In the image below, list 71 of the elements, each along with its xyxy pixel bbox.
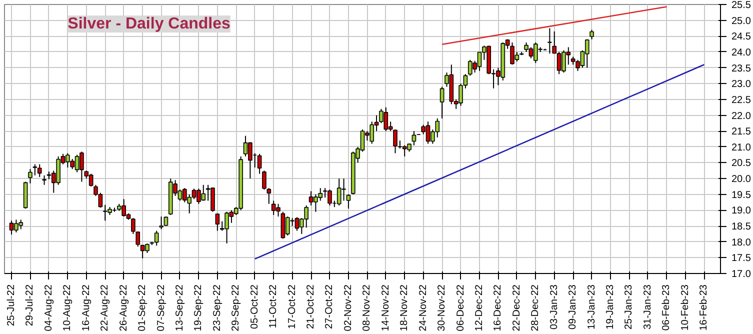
x-tick-label: 25-Jul-22 bbox=[6, 284, 18, 326]
x-tick-label: 05-Oct-22 bbox=[249, 284, 260, 329]
x-tick-label: 21-Oct-22 bbox=[306, 284, 317, 329]
y-tick-label: 23.0 bbox=[732, 79, 752, 90]
x-tick-label: 11-Oct-22 bbox=[268, 284, 280, 328]
y-tick-label: 24.5 bbox=[732, 32, 752, 43]
x-tick-label: 23-Sep-22 bbox=[212, 284, 223, 332]
x-tick-label: 14-Nov-22 bbox=[380, 284, 392, 332]
x-tick-label: 22-Dec-22 bbox=[511, 284, 522, 332]
candlestick bbox=[42, 174, 46, 186]
candlestick bbox=[584, 38, 590, 68]
y-tick-label: 21.0 bbox=[732, 142, 752, 154]
x-tick-label: 01-Sep-22 bbox=[137, 284, 148, 332]
x-tick-label: 02-Nov-22 bbox=[342, 284, 354, 332]
x-tick-label: 19-Jan-23 bbox=[605, 284, 616, 330]
x-tick-label: 06-Dec-22 bbox=[455, 284, 466, 332]
x-tick-label: 27-Oct-22 bbox=[324, 284, 336, 329]
candlestick bbox=[262, 170, 266, 190]
x-tick-label: 29-Jul-22 bbox=[24, 284, 36, 326]
candlestick bbox=[154, 230, 159, 246]
y-tick-label: 25.5 bbox=[732, 0, 752, 11]
y-tick-label: 17.5 bbox=[732, 253, 752, 264]
x-tick-label: 19-Sep-22 bbox=[193, 284, 204, 332]
y-tick-label: 22.0 bbox=[732, 110, 752, 122]
x-tick-label: 04-Aug-22 bbox=[43, 284, 54, 332]
x-tick-label: 25-Jan-23 bbox=[624, 284, 635, 330]
x-tick-label: 30-Nov-22 bbox=[436, 284, 448, 332]
y-tick-label: 21.5 bbox=[732, 126, 752, 138]
y-tick-label: 19.0 bbox=[732, 206, 752, 217]
candlestick bbox=[412, 130, 416, 146]
candlestick bbox=[590, 29, 594, 40]
candlestick bbox=[440, 86, 444, 119]
candlestick bbox=[346, 194, 351, 210]
candlestick bbox=[215, 212, 220, 232]
x-tick-label: 10-Aug-22 bbox=[62, 284, 74, 332]
x-tick-label: 03-Jan-23 bbox=[548, 284, 560, 330]
candlestick bbox=[37, 164, 42, 178]
x-tick-label: 07-Sep-22 bbox=[156, 284, 167, 332]
y-tick-label: 18.0 bbox=[732, 237, 752, 248]
y-tick-label: 24.0 bbox=[732, 47, 752, 58]
x-tick-label: 13-Jan-23 bbox=[586, 284, 598, 330]
x-tick-label: 06-Feb-23 bbox=[661, 284, 672, 331]
y-tick-label: 20.0 bbox=[732, 174, 752, 186]
x-tick-label: 09-Jan-23 bbox=[568, 284, 579, 330]
x-tick-label: 13-Sep-22 bbox=[174, 284, 186, 332]
text: Silver - Daily Candles bbox=[68, 16, 231, 32]
x-tick-label: 28-Dec-22 bbox=[530, 284, 542, 332]
x-tick-label: 29-Sep-22 bbox=[230, 284, 242, 332]
candlestick bbox=[266, 188, 272, 204]
y-tick-label: 17.0 bbox=[732, 269, 752, 280]
y-tick-label: 23.5 bbox=[732, 63, 752, 74]
x-tick-label: 12-Dec-22 bbox=[474, 284, 485, 332]
y-tick-label: 25.0 bbox=[732, 16, 752, 27]
x-tick-label: 22-Aug-22 bbox=[100, 284, 111, 332]
candlestick bbox=[548, 28, 552, 54]
x-tick-label: 08-Nov-22 bbox=[362, 284, 373, 332]
candlestick bbox=[28, 168, 32, 184]
x-tick-label: 16-Aug-22 bbox=[80, 284, 92, 332]
y-tick-label: 18.5 bbox=[732, 222, 752, 233]
y-tick-label: 20.5 bbox=[732, 158, 752, 170]
x-tick-label: 16-Dec-22 bbox=[492, 284, 504, 332]
y-tick-label: 22.5 bbox=[732, 94, 752, 106]
x-tick-label: 17-Oct-22 bbox=[286, 284, 298, 329]
x-tick-label: 16-Feb-23 bbox=[698, 284, 710, 331]
x-tick-label: 18-Nov-22 bbox=[399, 284, 410, 332]
x-tick-label: 24-Nov-22 bbox=[418, 284, 429, 332]
candlestick bbox=[257, 153, 262, 174]
x-tick-label: 26-Aug-22 bbox=[118, 284, 130, 332]
y-tick-label: 19.5 bbox=[732, 190, 752, 201]
x-tick-label: 31-Jan-23 bbox=[642, 284, 654, 330]
x-tick-label: 10-Feb-23 bbox=[680, 284, 691, 331]
